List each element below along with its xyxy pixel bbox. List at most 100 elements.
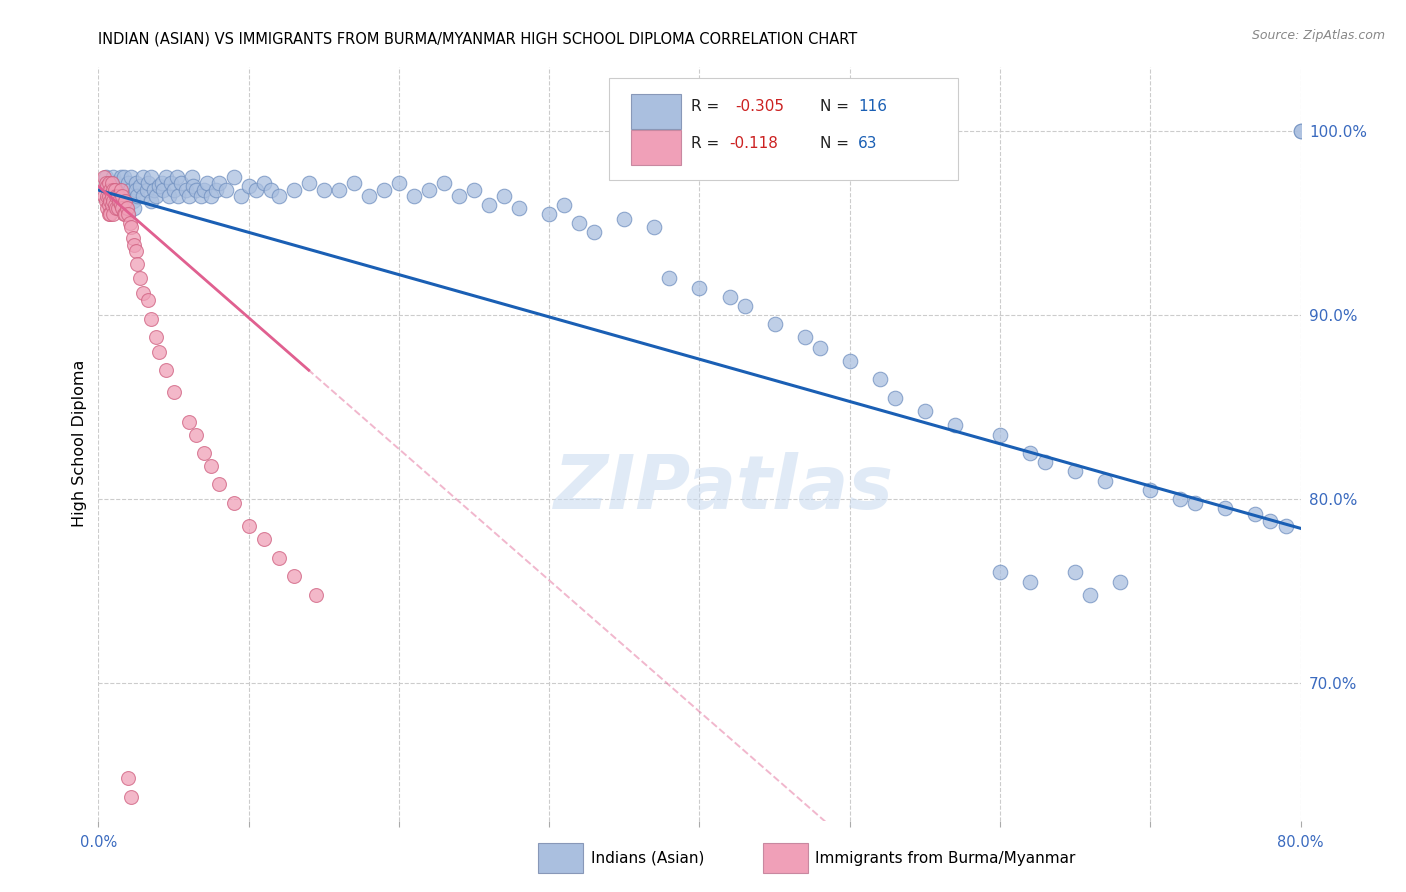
Text: 63: 63 — [858, 136, 877, 152]
Point — [135, 183, 157, 197]
Point — [110, 170, 132, 185]
Point — [97, 176, 120, 190]
Point — [204, 183, 226, 197]
Point — [166, 170, 188, 185]
Point — [108, 194, 131, 208]
Point — [463, 183, 485, 197]
Point — [718, 290, 741, 304]
FancyBboxPatch shape — [631, 94, 682, 128]
Point — [152, 183, 174, 197]
Point — [103, 170, 125, 185]
Point — [110, 194, 132, 208]
Point — [101, 176, 124, 190]
Point — [145, 188, 167, 202]
Point — [283, 569, 305, 583]
Text: N =: N = — [820, 99, 853, 113]
Point — [117, 207, 139, 221]
Point — [127, 188, 149, 202]
FancyBboxPatch shape — [631, 130, 682, 165]
Point — [494, 188, 516, 202]
Point — [298, 176, 321, 190]
Point — [869, 372, 891, 386]
Point — [103, 194, 125, 208]
Point — [208, 176, 231, 190]
Point — [190, 188, 212, 202]
Point — [122, 194, 145, 208]
Point — [104, 183, 127, 197]
Point — [132, 285, 155, 300]
Point — [170, 176, 193, 190]
Point — [100, 183, 122, 197]
Text: Source: ZipAtlas.com: Source: ZipAtlas.com — [1251, 29, 1385, 42]
Point — [121, 789, 143, 804]
Point — [105, 188, 128, 202]
Text: -0.305: -0.305 — [735, 99, 785, 113]
Point — [200, 188, 222, 202]
Point — [118, 216, 141, 230]
Point — [1289, 124, 1312, 138]
Point — [150, 176, 173, 190]
Point — [1064, 464, 1087, 478]
Point — [139, 170, 162, 185]
Point — [96, 179, 118, 194]
Point — [1274, 519, 1296, 533]
Point — [883, 391, 905, 405]
Point — [132, 170, 155, 185]
Point — [93, 188, 115, 202]
Point — [208, 477, 231, 491]
Point — [159, 176, 181, 190]
Point — [107, 188, 129, 202]
Point — [155, 363, 177, 377]
Point — [1139, 483, 1161, 497]
Point — [136, 176, 159, 190]
Text: R =: R = — [692, 99, 724, 113]
Point — [174, 183, 197, 197]
Text: Immigrants from Burma/Myanmar: Immigrants from Burma/Myanmar — [815, 851, 1076, 865]
Point — [96, 202, 118, 216]
Y-axis label: High School Diploma: High School Diploma — [72, 360, 87, 527]
Text: ZIPatlas: ZIPatlas — [554, 452, 894, 525]
Point — [433, 176, 456, 190]
Point — [343, 176, 366, 190]
Point — [215, 183, 238, 197]
Point — [231, 188, 253, 202]
Point — [125, 176, 148, 190]
Point — [1244, 507, 1267, 521]
Point — [121, 219, 143, 234]
Point — [97, 207, 120, 221]
Point — [328, 183, 350, 197]
Point — [508, 202, 530, 216]
Point — [124, 202, 146, 216]
Point — [115, 202, 138, 216]
Point — [127, 257, 149, 271]
Point — [139, 194, 162, 208]
Point — [162, 183, 184, 197]
Point — [117, 176, 139, 190]
Point — [111, 188, 134, 202]
Point — [104, 198, 127, 212]
Point — [184, 427, 207, 442]
Point — [105, 202, 128, 216]
Point — [1109, 574, 1132, 589]
Point — [124, 238, 146, 252]
Point — [112, 170, 135, 185]
Point — [181, 179, 204, 194]
Point — [658, 271, 681, 285]
Point — [118, 183, 141, 197]
Point — [103, 207, 125, 221]
Point — [125, 183, 148, 197]
Point — [111, 183, 134, 197]
Point — [222, 170, 245, 185]
Point — [689, 280, 711, 294]
Point — [1078, 588, 1101, 602]
Point — [988, 427, 1011, 442]
Point — [193, 183, 215, 197]
Text: -0.118: -0.118 — [730, 136, 779, 152]
Point — [838, 354, 860, 368]
Point — [114, 207, 136, 221]
Point — [1094, 474, 1116, 488]
Point — [177, 415, 200, 429]
Point — [305, 588, 328, 602]
Point — [162, 385, 184, 400]
Point — [111, 202, 134, 216]
